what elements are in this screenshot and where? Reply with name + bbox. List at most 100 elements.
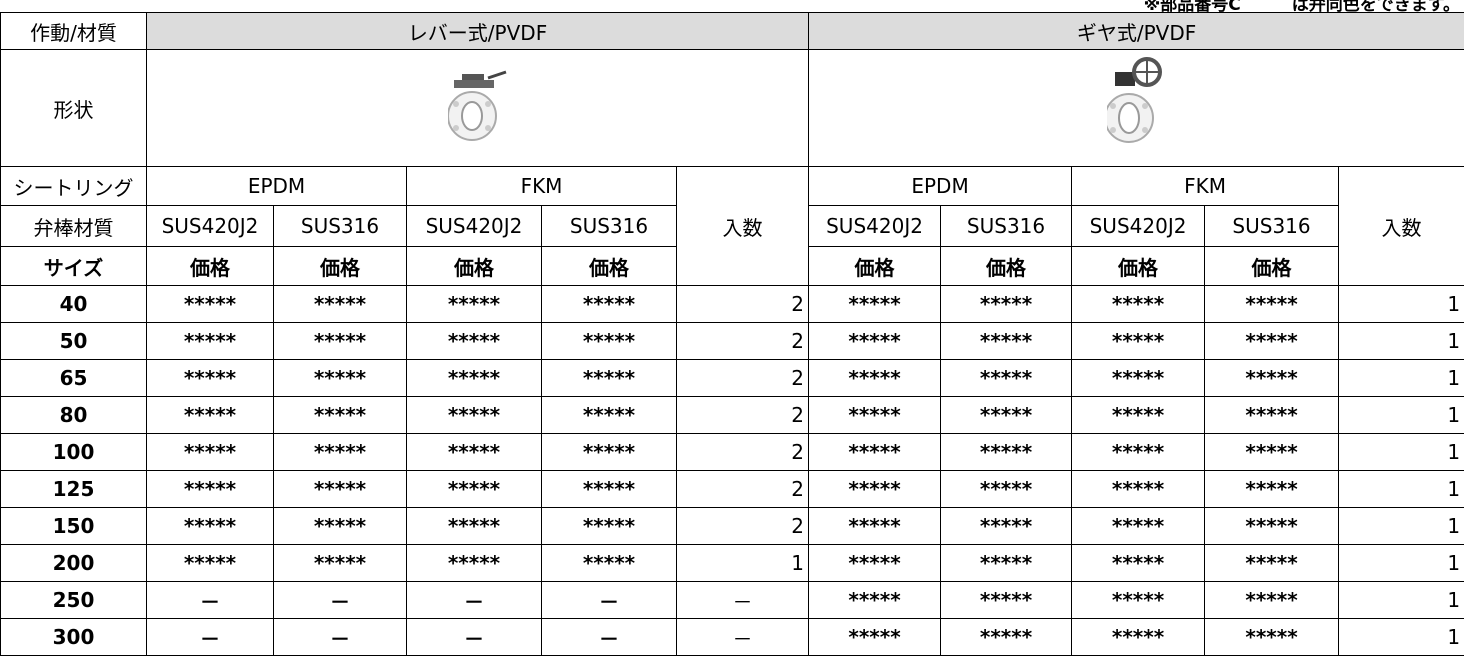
cell: ***** — [940, 581, 1073, 619]
data-row: 200 ***** ***** ***** ***** 1 ***** ***** ***** *… — [0, 544, 1464, 582]
cell: 150 — [0, 507, 147, 545]
note: ※部品番号C は弁同色をできます。 — [1143, 0, 1460, 15]
cell: ***** — [1204, 396, 1340, 434]
cell: 65 — [0, 359, 147, 397]
cell: ***** — [1071, 618, 1206, 656]
cell: ***** — [808, 396, 942, 434]
cell: － — [273, 618, 407, 656]
cell: 300 — [0, 618, 147, 656]
cell: ***** — [1204, 285, 1340, 323]
cell: 1 — [1338, 322, 1464, 360]
price-label-row: サイズ 価格 価格 価格 価格 価格 価格 価格 価格 — [0, 246, 1464, 286]
cell: サイズ — [0, 246, 147, 286]
cell: EPDM — [146, 166, 407, 206]
cell: 2 — [675, 285, 810, 323]
data-row: 250 －－－－－ ***** ***** ***** ***** 1 — [0, 581, 1464, 619]
cell — [808, 49, 1464, 167]
data-row: 50 ***** ***** ***** ***** 2 ***** ***** ***** **… — [0, 322, 1464, 360]
cell: ***** — [1071, 544, 1206, 582]
data-row: 65 ***** ***** ***** ***** 2 ***** ***** ***** **… — [0, 359, 1464, 397]
cell: ***** — [273, 359, 407, 397]
data-row: 100 ***** ***** ***** ***** 2 ***** ***** ***** *… — [0, 433, 1464, 471]
cell: ***** — [146, 359, 274, 397]
cell: 250 — [0, 581, 147, 619]
data-row: 150 ***** ***** ***** ***** 2 ***** ***** ***** *… — [0, 507, 1464, 545]
cell: 1 — [1338, 581, 1464, 619]
cell: レバー式/PVDF — [145, 12, 810, 50]
cell: － — [675, 618, 810, 656]
cell: ***** — [808, 433, 942, 471]
data-row: 40 ***** ***** ***** ***** 2 ***** ***** ***** **… — [0, 285, 1464, 323]
cell: 価格 — [808, 246, 942, 286]
cell: 価格 — [940, 246, 1073, 286]
cell: 1 — [1338, 285, 1464, 323]
cell: 価格 — [1071, 246, 1206, 286]
cell: ***** — [808, 285, 942, 323]
cell: － — [675, 581, 810, 619]
cell: ***** — [273, 396, 407, 434]
cell: ***** — [1204, 507, 1340, 545]
cell: － — [541, 618, 677, 656]
cell: － — [541, 581, 677, 619]
cell: － — [146, 618, 274, 656]
cell: ***** — [940, 433, 1073, 471]
cell: － — [273, 581, 407, 619]
cell: ***** — [940, 322, 1073, 360]
cell: 1 — [1338, 544, 1464, 582]
cell: 1 — [1338, 396, 1464, 434]
cell: ***** — [940, 507, 1073, 545]
cell: SUS420J2 — [406, 205, 542, 247]
cell: ***** — [1204, 322, 1340, 360]
cell: ***** — [940, 470, 1073, 508]
cell: 価格 — [273, 246, 407, 286]
cell: ***** — [1071, 470, 1206, 508]
cell: ***** — [940, 359, 1073, 397]
cell: ***** — [406, 507, 542, 545]
cell: ***** — [146, 507, 274, 545]
cell: ***** — [541, 322, 677, 360]
cell: 1 — [1338, 618, 1464, 656]
cell: ***** — [541, 470, 677, 508]
cell — [145, 49, 810, 167]
cell: 価格 — [406, 246, 542, 286]
cell: ***** — [406, 544, 542, 582]
cell: ***** — [541, 396, 677, 434]
cell: ***** — [146, 470, 274, 508]
cell: ***** — [808, 507, 942, 545]
cell: SUS316 — [273, 205, 407, 247]
cell: ***** — [273, 433, 407, 471]
cell: ***** — [273, 285, 407, 323]
cell: ***** — [1071, 285, 1206, 323]
gear-valve-icon — [1103, 56, 1162, 143]
cell: ***** — [808, 618, 942, 656]
data-row: 80 ***** ***** ***** ***** 2 ***** ***** ***** **… — [0, 396, 1464, 434]
cell: 40 — [0, 285, 147, 323]
cell: ***** — [940, 285, 1073, 323]
cell: ***** — [940, 544, 1073, 582]
cell: ギヤ式/PVDF — [808, 12, 1464, 50]
cell: 1 — [1338, 433, 1464, 471]
data-row: 125 ***** ***** ***** ***** 2 ***** ***** ***** *… — [0, 470, 1464, 508]
cell: ***** — [146, 285, 274, 323]
cell: ***** — [808, 544, 942, 582]
cell: ***** — [541, 433, 677, 471]
cell: ***** — [273, 322, 407, 360]
cell: 1 — [1338, 470, 1464, 508]
cell: ***** — [1071, 359, 1206, 397]
cell: ***** — [146, 396, 274, 434]
cell: 80 — [0, 396, 147, 434]
cell: SUS420J2 — [146, 205, 274, 247]
cell: ***** — [406, 433, 542, 471]
cell: 1 — [1338, 359, 1464, 397]
cell: 50 — [0, 322, 147, 360]
cell: FKM — [1071, 166, 1340, 206]
cell: 価格 — [146, 246, 274, 286]
lever-valve-icon — [446, 70, 506, 141]
cell: ***** — [1204, 544, 1340, 582]
cell: ***** — [541, 285, 677, 323]
cell: 入数 — [1338, 166, 1464, 286]
cell: ***** — [406, 285, 542, 323]
cell: 価格 — [1204, 246, 1340, 286]
cell: ***** — [146, 433, 274, 471]
